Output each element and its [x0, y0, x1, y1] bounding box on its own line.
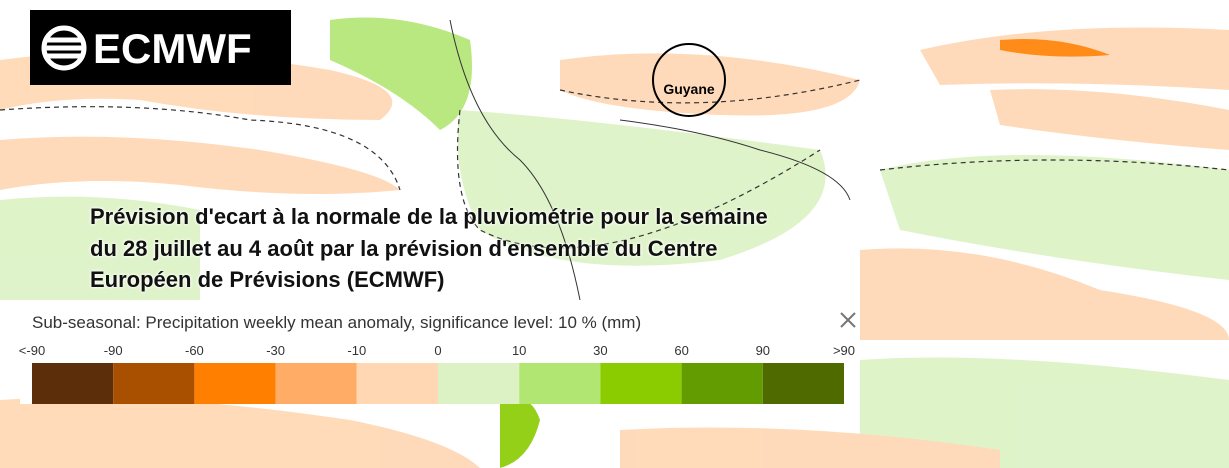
color-swatch	[32, 363, 114, 404]
legend-scale: <-90 -90 -60 -30 -10 0 10 30 60 90 >90	[19, 343, 855, 404]
color-swatch	[194, 363, 276, 404]
legend-tick-label: 0	[434, 343, 441, 358]
anomaly-areas	[0, 17, 1229, 468]
coastline	[449, 19, 851, 301]
legend-tick-label: >90	[833, 343, 855, 358]
color-swatch	[356, 363, 438, 404]
legend-tick-label: -90	[104, 343, 123, 358]
color-swatch	[519, 363, 601, 404]
title-line: Européen de Prévisions (ECMWF)	[90, 267, 445, 292]
legend-tick-label: -60	[185, 343, 204, 358]
color-swatch	[275, 363, 357, 404]
legend-tick-label: -30	[266, 343, 285, 358]
legend-tick-label: -10	[347, 343, 366, 358]
logo-symbol	[41, 25, 87, 71]
legend-tick-label: 30	[593, 343, 607, 358]
region-label: Guyane	[663, 81, 715, 97]
title-line: Prévision d'ecart à la normale de la plu…	[90, 204, 768, 229]
logo-text: ECMWF	[93, 25, 252, 72]
color-swatch	[113, 363, 195, 404]
close-icon[interactable]	[840, 312, 856, 328]
legend-tick-label: 60	[674, 343, 688, 358]
legend-tick-label: 90	[756, 343, 770, 358]
color-swatch	[600, 363, 682, 404]
legend-tick-label: <-90	[19, 343, 45, 358]
legend-tick-label: 10	[512, 343, 526, 358]
color-swatch	[681, 363, 763, 404]
significance-contours	[0, 79, 1229, 249]
highlight-circle	[652, 43, 726, 117]
legend-title: Sub-seasonal: Precipitation weekly mean …	[32, 313, 641, 332]
color-swatch	[762, 363, 844, 404]
color-swatch	[438, 363, 520, 404]
title-line: du 28 juillet au 4 août par la prévision…	[90, 236, 718, 261]
